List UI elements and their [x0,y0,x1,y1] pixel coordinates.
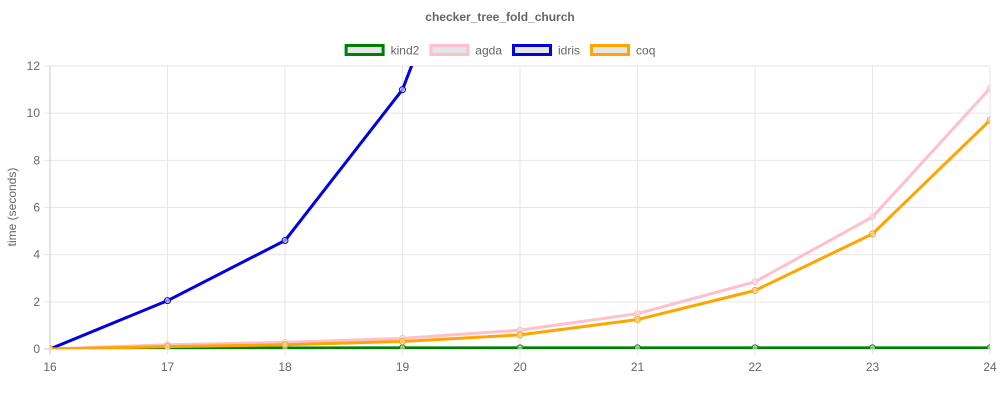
data-point-coq [634,316,641,324]
legend-item-agda[interactable]: agda [429,44,503,58]
data-point-agda [751,278,759,286]
y-axis-label: time (seconds) [5,168,19,247]
data-point-idris [399,86,406,94]
data-point-idris [281,237,289,245]
x-tick-label: 21 [631,360,645,374]
legend-item-kind2[interactable]: kind2 [344,44,420,58]
legend-item-idris[interactable]: idris [512,44,581,58]
data-point-coq [751,287,759,295]
y-tick-label: 0 [33,342,40,356]
y-tick-label: 8 [33,153,40,167]
grid-lines [44,65,991,355]
legend-label-idris: idris [558,44,580,58]
data-point-coq [399,337,406,345]
series-kind2 [50,344,990,349]
x-tick-label: 24 [983,360,997,374]
legend-item-coq[interactable]: coq [590,44,656,58]
data-point-kind2 [634,344,641,349]
data-point-kind2 [516,344,524,349]
y-tick-label: 2 [33,295,40,309]
data-point-coq [164,343,171,349]
legend-swatch-kind2 [344,44,385,56]
legend-label-kind2: kind2 [391,44,420,58]
y-axis-ticks: 0 2 4 6 8 10 12 [27,59,41,356]
data-point-kind2 [751,344,759,349]
legend-label-agda: agda [475,44,502,58]
data-point-kind2 [986,344,990,349]
chart-title: checker_tree_fold_church [425,10,574,24]
legend-swatch-idris [512,44,553,56]
x-tick-label: 22 [748,360,762,374]
data-point-kind2 [869,344,876,349]
x-tick-label: 23 [866,360,880,374]
legend-label-coq: coq [636,44,655,58]
data-point-agda [986,84,990,92]
x-tick-label: 18 [278,360,292,374]
series-coq [50,116,990,349]
series-layer [50,66,990,349]
x-tick-label: 19 [396,360,410,374]
data-point-coq [281,341,289,349]
x-axis-ticks: 16 17 18 19 20 21 22 23 24 [43,360,997,374]
legend-swatch-agda [429,44,470,56]
data-point-agda [634,310,641,318]
y-tick-label: 6 [33,201,40,215]
x-tick-label: 17 [161,360,175,374]
data-point-coq [986,116,990,124]
series-idris [50,66,414,349]
y-tick-label: 4 [33,248,40,262]
x-tick-label: 20 [513,360,527,374]
data-point-idris [164,297,171,305]
legend-swatch-coq [590,44,631,56]
data-point-coq [50,345,54,349]
data-point-agda [869,213,876,221]
x-tick-label: 16 [43,360,57,374]
data-point-coq [516,331,524,339]
legend[interactable]: kind2 agda idris coq [344,44,656,58]
y-tick-label: 12 [27,59,41,73]
y-tick-label: 10 [27,106,41,120]
data-point-coq [869,230,876,238]
